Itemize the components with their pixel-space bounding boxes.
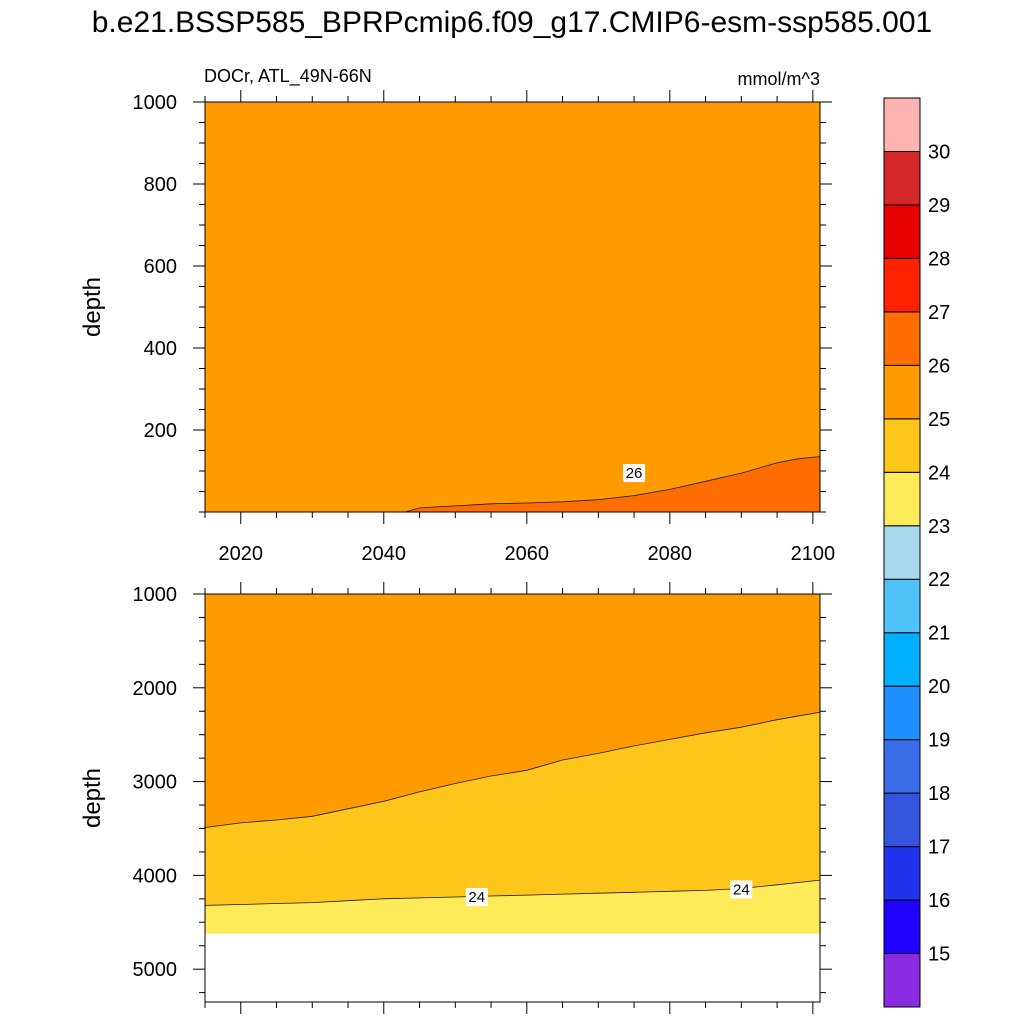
lower-panel: 24 24 1000 2000 3000 4000 5000 depth	[79, 582, 832, 1014]
colorbar-label: 21	[928, 623, 950, 645]
y-tick-label: 4000	[133, 865, 178, 887]
colorbar-bin	[883, 685, 921, 741]
figure-title: b.e21.BSSP585_BPRPcmip6.f09_g17.CMIP6-es…	[91, 6, 933, 39]
colorbar-label: 26	[928, 355, 950, 377]
upper-contour-labels: 26	[623, 464, 646, 483]
colorbar-bin	[883, 739, 921, 794]
colorbar-bin	[883, 578, 921, 634]
panel-title-units: mmol/m^3	[738, 69, 820, 89]
fill-region-26-27	[405, 456, 820, 512]
colorbar-label: 15	[928, 944, 950, 966]
plot-frame	[204, 593, 821, 1003]
colorbar-bin	[883, 97, 921, 152]
colorbar-label: 17	[928, 837, 950, 859]
y-tick-label: 400	[144, 338, 177, 360]
colorbar-bin	[883, 953, 921, 1008]
colorbar-bin	[883, 311, 921, 366]
y-tick-label: 800	[144, 174, 177, 196]
contour-line-26	[405, 456, 821, 513]
colorbar-bin	[883, 792, 921, 848]
lower-axes: 1000 2000 3000 4000 5000	[133, 582, 832, 1014]
y-tick-label: 600	[144, 256, 177, 278]
colorbar-bin	[883, 364, 921, 420]
contour-line-25	[204, 711, 821, 828]
fill-region-24-25	[205, 712, 820, 934]
colorbar-label: 22	[928, 569, 950, 591]
colorbar-label: 19	[928, 730, 950, 752]
lower-contour-fills	[205, 594, 820, 934]
colorbar-bin	[883, 899, 921, 955]
contour-label-box	[730, 880, 753, 899]
x-tick-label: 2060	[505, 543, 550, 565]
y-tick-label: 1000	[133, 92, 178, 114]
panel-title-variable: DOCr, ATL_49N-66N	[204, 66, 372, 87]
colorbar-label: 16	[928, 890, 950, 912]
colorbar-bin	[883, 204, 921, 259]
y-tick-label: 3000	[133, 772, 178, 794]
x-tick-label: 2100	[791, 543, 836, 565]
x-tick-label: 2080	[648, 543, 693, 565]
contour-label-box	[465, 887, 488, 906]
contour-label: 24	[733, 881, 750, 898]
x-tick-label: 2040	[362, 543, 407, 565]
upper-y-axis-label: depth	[79, 277, 106, 337]
colorbar-label: 28	[928, 248, 950, 270]
colorbar-bin	[883, 471, 921, 527]
colorbar-label: 24	[928, 462, 950, 484]
colorbar-bin	[883, 846, 921, 901]
contour-line-24	[204, 879, 821, 906]
colorbar-label: 27	[928, 302, 950, 324]
lower-y-axis-label: depth	[79, 768, 106, 828]
colorbar-bin	[883, 525, 921, 580]
colorbar-label: 23	[928, 516, 950, 538]
contour-label-box	[623, 464, 646, 483]
upper-panel: DOCr, ATL_49N-66N mmol/m^3 26 200 400 600 8…	[79, 66, 835, 565]
upper-axes: 200 400 600 800 1000 2020 2040 2060 2080 2100	[133, 90, 836, 565]
colorbar-bin	[883, 632, 921, 687]
colorbar-bin	[883, 257, 921, 313]
y-tick-label: 200	[144, 420, 177, 442]
upper-contour-fills	[205, 102, 820, 512]
colorbar-label: 25	[928, 409, 950, 431]
contour-label: 26	[626, 465, 643, 482]
lower-contour-lines	[204, 711, 821, 906]
x-tick-label: 2020	[219, 543, 264, 565]
colorbar-label: 30	[928, 141, 950, 163]
colorbar-label: 20	[928, 676, 950, 698]
upper-contour-lines	[405, 456, 821, 513]
y-tick-label: 1000	[133, 584, 178, 606]
fill-region-23-24	[205, 880, 820, 934]
colorbar-label: 18	[928, 783, 950, 805]
colorbar: 15 16 17 18 19 20 21 22 23 24 25 26 27 28 29 30	[883, 97, 950, 1008]
colorbar-bin	[883, 418, 921, 473]
colorbar-bin	[883, 150, 921, 206]
y-tick-label: 5000	[133, 959, 178, 981]
lower-contour-labels: 24 24	[465, 880, 753, 906]
fill-region-25-26	[205, 102, 820, 512]
contour-label: 24	[468, 889, 485, 906]
y-tick-label: 2000	[133, 678, 178, 700]
colorbar-label: 29	[928, 195, 950, 217]
